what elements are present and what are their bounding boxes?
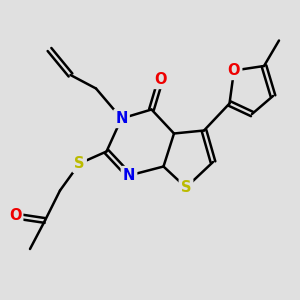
- Text: O: O: [9, 208, 21, 224]
- Text: N: N: [123, 168, 135, 183]
- Text: S: S: [181, 180, 191, 195]
- Text: O: O: [228, 63, 240, 78]
- Text: N: N: [115, 111, 128, 126]
- Text: O: O: [154, 72, 167, 87]
- Text: S: S: [74, 156, 85, 171]
